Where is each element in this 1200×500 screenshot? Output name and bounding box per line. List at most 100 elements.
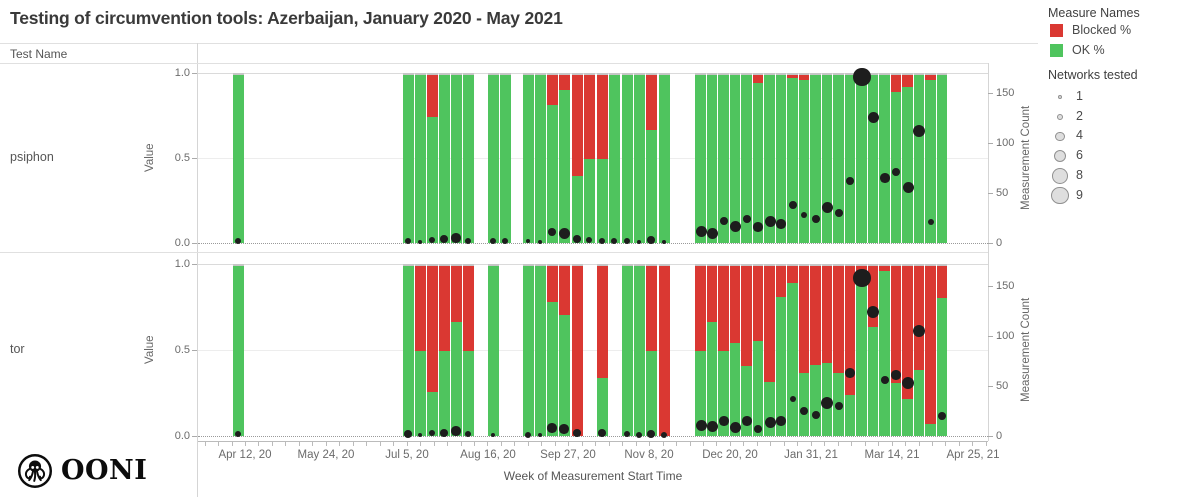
ooni-logo[interactable]: OONI bbox=[16, 452, 147, 490]
stacked-bar[interactable] bbox=[798, 73, 809, 243]
stacked-bar[interactable] bbox=[867, 264, 878, 436]
networks-dot[interactable] bbox=[417, 432, 423, 438]
stacked-bar[interactable] bbox=[439, 73, 450, 243]
stacked-bar[interactable] bbox=[403, 73, 414, 243]
stacked-bar[interactable] bbox=[659, 264, 670, 436]
stacked-bar[interactable] bbox=[902, 264, 913, 436]
networks-dot[interactable] bbox=[835, 402, 843, 410]
networks-dot[interactable] bbox=[789, 201, 797, 209]
networks-dot[interactable] bbox=[867, 111, 879, 123]
stacked-bar[interactable] bbox=[597, 264, 608, 436]
networks-dot[interactable] bbox=[404, 237, 412, 245]
stacked-bar[interactable] bbox=[775, 264, 786, 436]
networks-dot[interactable] bbox=[891, 370, 901, 380]
networks-dot[interactable] bbox=[537, 432, 543, 438]
stacked-bar[interactable] bbox=[729, 264, 740, 436]
stacked-bar[interactable] bbox=[706, 73, 717, 243]
stacked-bar[interactable] bbox=[427, 73, 438, 243]
networks-dot[interactable] bbox=[912, 124, 926, 138]
stacked-bar[interactable] bbox=[634, 73, 645, 243]
stacked-bar[interactable] bbox=[622, 73, 633, 243]
stacked-bar[interactable] bbox=[451, 73, 462, 243]
stacked-bar[interactable] bbox=[925, 73, 936, 243]
stacked-bar[interactable] bbox=[936, 73, 947, 243]
networks-dot[interactable] bbox=[729, 220, 741, 232]
networks-dot[interactable] bbox=[845, 368, 855, 378]
networks-dot[interactable] bbox=[623, 237, 631, 245]
networks-dot[interactable] bbox=[490, 432, 496, 438]
stacked-bar[interactable] bbox=[451, 264, 462, 436]
stacked-bar[interactable] bbox=[622, 264, 633, 436]
stacked-bar[interactable] bbox=[584, 73, 595, 243]
stacked-bar[interactable] bbox=[856, 264, 867, 436]
stacked-bar[interactable] bbox=[547, 73, 558, 243]
networks-dot[interactable] bbox=[489, 237, 497, 245]
stacked-bar[interactable] bbox=[844, 264, 855, 436]
stacked-bar[interactable] bbox=[695, 73, 706, 243]
stacked-bar[interactable] bbox=[867, 73, 878, 243]
networks-dot[interactable] bbox=[451, 233, 461, 243]
networks-dot[interactable] bbox=[927, 218, 935, 226]
stacked-bar[interactable] bbox=[856, 73, 867, 243]
networks-dot[interactable] bbox=[892, 168, 900, 176]
networks-dot[interactable] bbox=[537, 239, 543, 245]
stacked-bar[interactable] bbox=[879, 73, 890, 243]
networks-dot[interactable] bbox=[789, 395, 797, 403]
legend-measure-label[interactable]: Blocked % bbox=[1072, 23, 1132, 37]
stacked-bar[interactable] bbox=[913, 264, 924, 436]
networks-dot[interactable] bbox=[234, 237, 242, 245]
stacked-bar[interactable] bbox=[559, 264, 570, 436]
stacked-bar[interactable] bbox=[646, 264, 657, 436]
networks-dot[interactable] bbox=[776, 219, 786, 229]
stacked-bar[interactable] bbox=[787, 264, 798, 436]
networks-dot[interactable] bbox=[428, 236, 436, 244]
networks-dot[interactable] bbox=[558, 227, 570, 239]
networks-dot[interactable] bbox=[524, 431, 532, 439]
networks-dot[interactable] bbox=[598, 237, 606, 245]
networks-dot[interactable] bbox=[234, 430, 242, 438]
networks-dot[interactable] bbox=[821, 201, 833, 213]
networks-dot[interactable] bbox=[661, 239, 667, 245]
networks-dot[interactable] bbox=[635, 431, 643, 439]
networks-dot[interactable] bbox=[912, 324, 926, 338]
stacked-bar[interactable] bbox=[547, 264, 558, 436]
networks-dot[interactable] bbox=[695, 225, 707, 237]
networks-dot[interactable] bbox=[902, 181, 914, 193]
networks-dot[interactable] bbox=[598, 429, 606, 437]
networks-dot[interactable] bbox=[647, 236, 655, 244]
networks-dot[interactable] bbox=[742, 416, 752, 426]
networks-dot[interactable] bbox=[881, 376, 889, 384]
stacked-bar[interactable] bbox=[890, 73, 901, 243]
networks-dot[interactable] bbox=[623, 430, 631, 438]
stacked-bar[interactable] bbox=[821, 264, 832, 436]
networks-dot[interactable] bbox=[764, 215, 776, 227]
stacked-bar[interactable] bbox=[775, 73, 786, 243]
stacked-bar[interactable] bbox=[798, 264, 809, 436]
networks-dot[interactable] bbox=[610, 237, 618, 245]
stacked-bar[interactable] bbox=[609, 73, 620, 243]
stacked-bar[interactable] bbox=[233, 264, 244, 436]
networks-dot[interactable] bbox=[695, 419, 707, 431]
networks-dot[interactable] bbox=[440, 235, 448, 243]
stacked-bar[interactable] bbox=[463, 73, 474, 243]
stacked-bar[interactable] bbox=[415, 73, 426, 243]
networks-dot[interactable] bbox=[754, 425, 762, 433]
networks-dot[interactable] bbox=[729, 421, 741, 433]
networks-dot[interactable] bbox=[440, 429, 448, 437]
stacked-bar[interactable] bbox=[890, 264, 901, 436]
stacked-bar[interactable] bbox=[559, 73, 570, 243]
stacked-bar[interactable] bbox=[500, 73, 511, 243]
stacked-bar[interactable] bbox=[535, 264, 546, 436]
networks-dot[interactable] bbox=[706, 227, 718, 239]
stacked-bar[interactable] bbox=[752, 264, 763, 436]
networks-dot[interactable] bbox=[938, 412, 946, 420]
networks-dot[interactable] bbox=[812, 411, 820, 419]
stacked-bar[interactable] bbox=[764, 264, 775, 436]
networks-dot[interactable] bbox=[743, 215, 751, 223]
networks-dot[interactable] bbox=[573, 429, 581, 437]
stacked-bar[interactable] bbox=[523, 264, 534, 436]
networks-dot[interactable] bbox=[846, 177, 854, 185]
networks-dot[interactable] bbox=[880, 173, 890, 183]
stacked-bar[interactable] bbox=[787, 73, 798, 243]
networks-dot[interactable] bbox=[647, 430, 655, 438]
